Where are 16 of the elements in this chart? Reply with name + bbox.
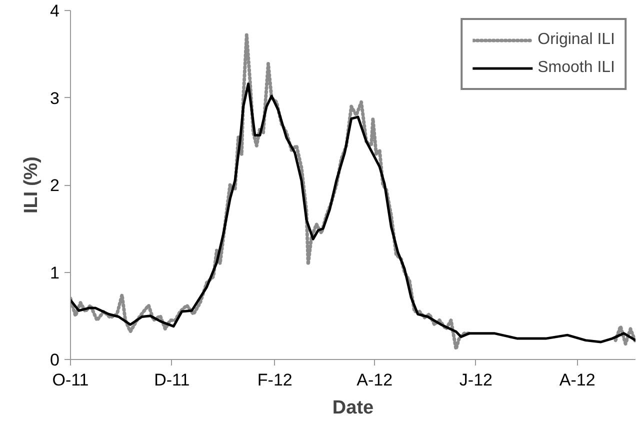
y-tick-label: 2: [50, 176, 60, 195]
legend-label: Original ILI: [538, 31, 615, 49]
y-axis-title: ILI (%): [21, 156, 42, 214]
x-axis-title: Date: [332, 398, 374, 418]
y-tick-label: 0: [50, 350, 60, 370]
y-tick-label: 4: [50, 2, 60, 20]
x-tick-label: F-12: [257, 370, 292, 390]
line-series: [70, 82, 636, 344]
x-tick-label: A-12: [356, 370, 393, 390]
x-tick-label: J-12: [459, 370, 493, 390]
y-tick-label: 1: [50, 263, 60, 282]
y-tick-label: 3: [50, 88, 60, 108]
x-tick-label: O-11: [52, 370, 89, 390]
legend-label: Smooth ILI: [538, 59, 615, 77]
x-tick-label: A-12: [559, 370, 596, 390]
x-tick-label: D-11: [154, 370, 190, 390]
